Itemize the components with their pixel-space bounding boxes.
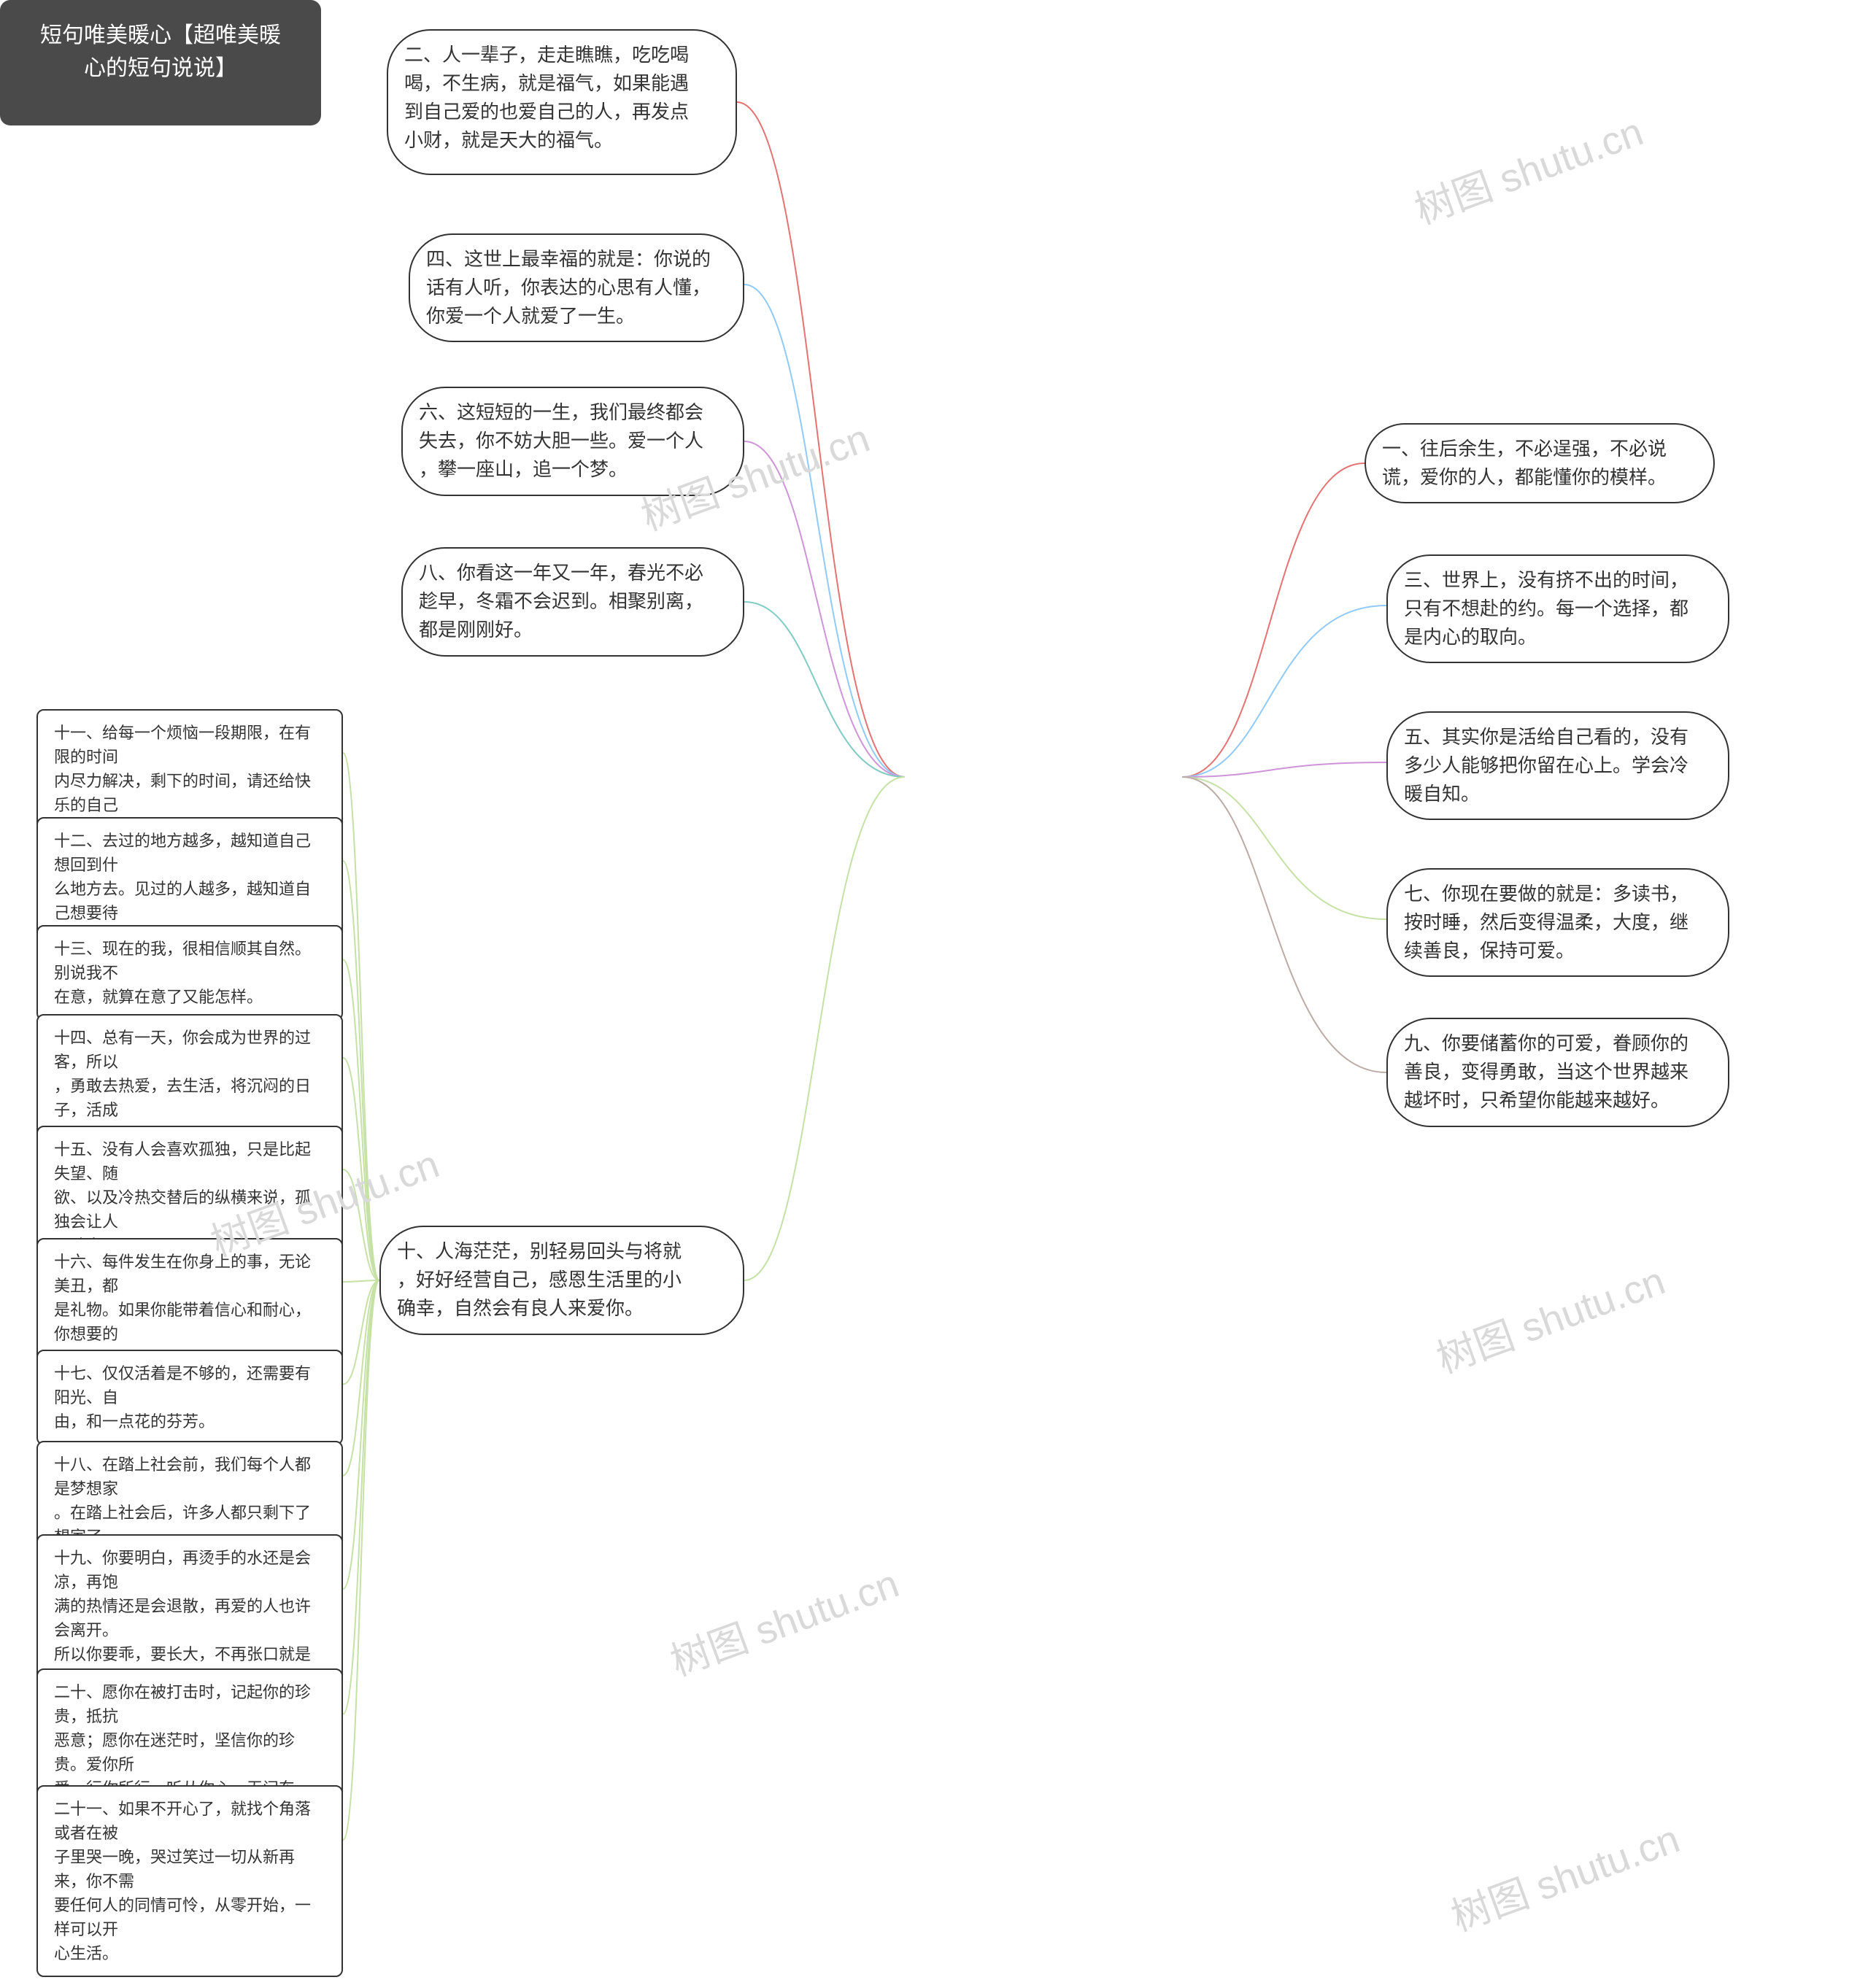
watermark-3: 树图 shutu.cn [1427, 1248, 1671, 1384]
watermark-5: 树图 shutu.cn [1442, 1806, 1686, 1942]
left-node-0: 二、人一辈子，走走瞧瞧，吃吃喝 喝，不生病，就是福气，如果能遇 到自己爱的也爱自… [387, 29, 737, 175]
right-node-3: 七、你现在要做的就是：多读书， 按时睡，然后变得温柔，大度，继 续善良，保持可爱… [1386, 868, 1729, 977]
right-node-2: 五、其实你是活给自己看的，没有 多少人能够把你留在心上。学会冷 暖自知。 [1386, 711, 1729, 820]
left-node-4: 十、人海茫茫，别轻易回头与将就 ，好好经营自己，感恩生活里的小 确幸，自然会有良… [379, 1226, 744, 1335]
right-node-1: 三、世界上，没有挤不出的时间， 只有不想赴的约。每一个选择，都 是内心的取向。 [1386, 554, 1729, 663]
sub-node-2: 十三、现在的我，很相信顺其自然。别说我不 在意，就算在意了又能怎样。 [36, 925, 343, 1021]
right-node-4: 九、你要储蓄你的可爱，眷顾你的 善良，变得勇敢，当这个世界越来 越坏时，只希望你… [1386, 1018, 1729, 1127]
sub-node-6: 十七、仅仅活着是不够的，还需要有阳光、自 由，和一点花的芬芳。 [36, 1350, 343, 1445]
left-node-2: 六、这短短的一生，我们最终都会 失去，你不妨大胆一些。爱一个人 ，攀一座山，追一… [401, 387, 744, 496]
right-node-0: 一、往后余生，不必逞强，不必说 谎，爱你的人，都能懂你的模样。 [1365, 423, 1715, 503]
sub-node-10: 二十一、如果不开心了，就找个角落或者在被 子里哭一晚，哭过笑过一切从新再来，你不… [36, 1785, 343, 1977]
left-node-1: 四、这世上最幸福的就是：你说的 话有人听，你表达的心思有人懂， 你爱一个人就爱了… [409, 233, 744, 342]
watermark-1: 树图 shutu.cn [1405, 99, 1649, 235]
watermark-4: 树图 shutu.cn [661, 1551, 905, 1687]
center-node: 短句唯美暖心【超唯美暖 心的短句说说】 [0, 0, 321, 125]
left-node-3: 八、你看这一年又一年，春光不必 趁早，冬霜不会迟到。相聚别离， 都是刚刚好。 [401, 547, 744, 657]
mindmap-canvas: 短句唯美暖心【超唯美暖 心的短句说说】一、往后余生，不必逞强，不必说 谎，爱你的… [0, 0, 1868, 1988]
